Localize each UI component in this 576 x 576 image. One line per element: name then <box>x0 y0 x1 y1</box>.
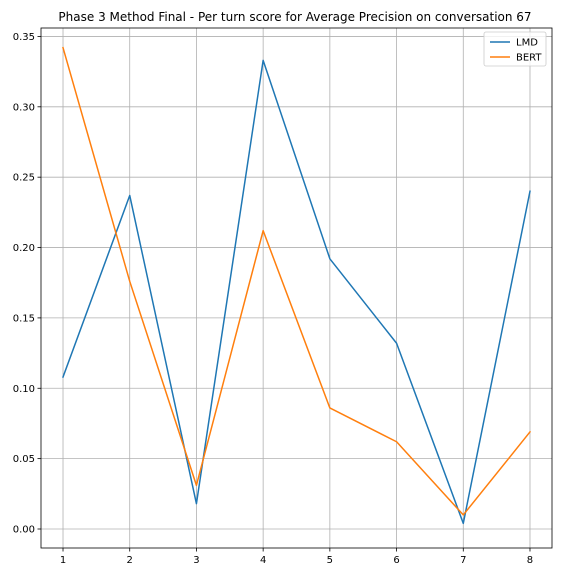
y-tick-label: 0.25 <box>13 173 35 184</box>
x-tick-label: 4 <box>260 555 266 566</box>
y-tick-label: 0.15 <box>13 313 35 324</box>
y-tick-label: 0.00 <box>13 525 35 536</box>
legend-label-lmd: LMD <box>516 38 538 49</box>
y-tick-label: 0.35 <box>13 32 35 43</box>
x-tick-label: 2 <box>127 555 133 566</box>
legend-label-bert: BERT <box>516 53 542 64</box>
series-lines <box>62 46 532 525</box>
y-tick-label: 0.10 <box>13 384 35 395</box>
y-tick-label: 0.20 <box>13 243 35 254</box>
series-line-bert <box>62 46 532 516</box>
legend: LMD BERT <box>483 31 547 67</box>
x-tick-label: 5 <box>327 555 333 566</box>
y-tick-label: 0.05 <box>13 454 35 465</box>
axes: 1 2 3 4 5 6 7 8 0.00 0.05 0.10 0.15 0.20 0.25 0.30 0.35 <box>13 32 533 566</box>
grid <box>41 28 552 548</box>
x-tick-label: 3 <box>193 555 199 566</box>
chart-title: Phase 3 Method Final - Per turn score fo… <box>58 10 531 24</box>
plot-frame <box>40 27 553 549</box>
x-tick-label: 6 <box>393 555 399 566</box>
x-tick-label: 7 <box>460 555 466 566</box>
y-tick-label: 0.30 <box>13 102 35 113</box>
x-tick-label: 8 <box>527 555 533 566</box>
series-line-lmd <box>62 59 531 525</box>
x-tick-label: 1 <box>60 555 66 566</box>
